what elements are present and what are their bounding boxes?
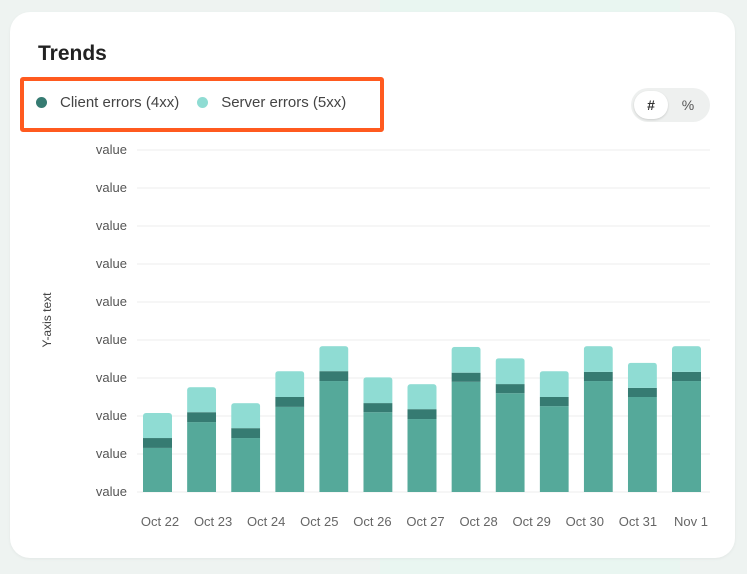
- bar-base-segment: [275, 406, 305, 492]
- bar-client-errors-segment: [407, 409, 437, 420]
- bar-server-errors-segment: [451, 346, 481, 373]
- x-tick-label: Oct 29: [513, 514, 551, 529]
- unit-toggle: # %: [631, 88, 710, 122]
- chart-legend: Client errors (4xx) Server errors (5xx): [36, 94, 364, 111]
- bar-base-segment: [187, 422, 217, 492]
- bar-server-errors-segment: [319, 346, 349, 372]
- x-tick-label: Oct 25: [300, 514, 338, 529]
- x-tick-label: Oct 26: [353, 514, 391, 529]
- bar-client-errors-segment: [187, 412, 217, 423]
- y-tick-label: value: [96, 446, 127, 461]
- bar-client-errors-segment: [363, 403, 393, 413]
- card-title: Trends: [38, 42, 107, 65]
- bar-server-errors-segment: [231, 403, 261, 429]
- bar-server-errors-segment: [495, 358, 525, 385]
- bar-base-segment: [451, 381, 481, 492]
- legend-item-server[interactable]: Server errors (5xx): [197, 94, 346, 111]
- bar-client-errors-segment: [539, 397, 569, 407]
- bar-server-errors-segment: [627, 362, 657, 388]
- x-tick-label: Oct 30: [566, 514, 604, 529]
- y-tick-label: value: [96, 294, 127, 309]
- legend-label: Server errors (5xx): [221, 94, 347, 111]
- x-tick-label: Oct 31: [619, 514, 657, 529]
- bar-client-errors-segment: [231, 428, 261, 439]
- bar-server-errors-segment: [363, 377, 393, 404]
- y-tick-label: value: [96, 370, 127, 385]
- server-dot-icon: [197, 97, 209, 108]
- bar-server-errors-segment: [143, 412, 172, 439]
- x-tick-label: Oct 22: [141, 514, 179, 529]
- x-tick-label: Oct 23: [194, 514, 232, 529]
- bar-server-errors-segment: [583, 346, 613, 372]
- legend-item-client[interactable]: Client errors (4xx): [36, 94, 179, 111]
- bar-server-errors-segment: [539, 371, 569, 397]
- y-tick-label: value: [96, 484, 127, 499]
- bar-base-segment: [539, 406, 569, 492]
- bar-server-errors-segment: [407, 384, 437, 410]
- bar-base-segment: [143, 447, 172, 492]
- x-tick-label: Oct 28: [459, 514, 497, 529]
- bar-base-segment: [319, 381, 349, 492]
- bar-client-errors-segment: [319, 371, 349, 382]
- bar-base-segment: [627, 397, 657, 492]
- bar-server-errors-segment: [187, 387, 217, 413]
- bar-base-segment: [407, 419, 437, 492]
- bar-base-segment: [583, 381, 613, 492]
- bar-base-segment: [672, 381, 701, 492]
- bar-client-errors-segment: [672, 371, 701, 382]
- bar-client-errors-segment: [627, 387, 657, 397]
- y-tick-label: value: [96, 408, 127, 423]
- y-tick-label: value: [96, 256, 127, 271]
- y-tick-label: value: [96, 142, 127, 157]
- bar-base-segment: [363, 412, 393, 492]
- bar-server-errors-segment: [275, 371, 305, 397]
- bar-client-errors-segment: [275, 397, 305, 407]
- legend-highlight-box: [20, 77, 384, 132]
- client-dot-icon: [36, 97, 47, 108]
- bar-client-errors-segment: [583, 371, 613, 382]
- bar-client-errors-segment: [495, 384, 525, 394]
- x-tick-label: Nov 1: [674, 514, 708, 529]
- bar-base-segment: [495, 393, 525, 492]
- x-tick-label: Oct 27: [406, 514, 444, 529]
- y-tick-label: value: [96, 218, 127, 233]
- y-tick-label: value: [96, 180, 127, 195]
- y-tick-label: value: [96, 332, 127, 347]
- bar-base-segment: [231, 438, 261, 492]
- bar-client-errors-segment: [451, 372, 481, 382]
- x-tick-label: Oct 24: [247, 514, 285, 529]
- legend-label: Client errors (4xx): [60, 94, 180, 111]
- percent-toggle-button[interactable]: %: [681, 97, 695, 113]
- count-toggle-button[interactable]: #: [634, 91, 668, 119]
- bar-client-errors-segment: [143, 438, 172, 448]
- bar-server-errors-segment: [672, 346, 701, 372]
